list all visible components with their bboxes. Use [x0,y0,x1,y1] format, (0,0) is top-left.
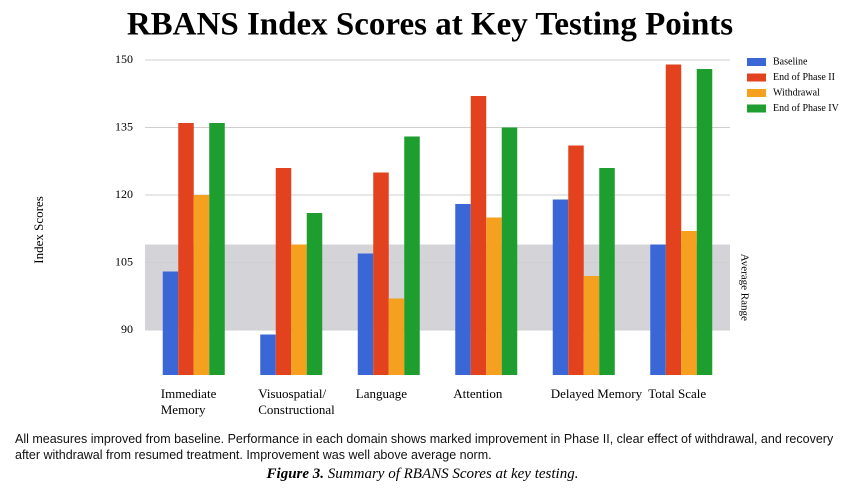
note: All measures improved from baseline. Per… [15,432,834,462]
legend-swatch [747,89,766,97]
bar [388,298,405,375]
bar [209,123,225,375]
figure-caption-text: Summary of RBANS Scores at key testing. [327,466,579,482]
legend-label: End of Phase IV [773,103,840,114]
legend-swatch [747,104,766,113]
average-range-label: Average Range [738,254,750,321]
average-range-band [145,244,730,330]
bar [681,231,697,375]
y-tick-label: 90 [121,322,133,336]
bar [501,127,518,375]
bar [178,123,194,375]
bar [568,145,584,375]
y-tick-label: 105 [115,254,133,268]
bar [357,253,374,375]
legend-label: Baseline [773,56,808,67]
x-tick-label: Total Scale [648,386,707,401]
legend-label: Withdrawal [773,87,820,98]
bar [486,217,502,375]
x-tick-label: Visuospatial/ Constructional [258,386,335,417]
bar [404,136,420,375]
chart-title: RBANS Index Scores at Key Testing Points [127,7,733,43]
bar [291,244,307,375]
x-tick-label: Delayed Memory [550,386,643,401]
bar [373,172,389,375]
bar [306,213,323,375]
bar [650,244,666,375]
bar [696,69,713,375]
legend-label: End of Phase II [773,72,835,83]
bar [665,64,682,375]
x-tick-label: Immediate Memory [160,386,217,417]
y-tick-label: 120 [115,187,133,201]
y-tick-label: 150 [115,52,133,66]
legend-swatch [747,58,766,66]
x-tick-label: Attention [453,386,503,401]
bar [260,334,276,375]
bar [162,271,179,375]
bar [552,199,569,375]
bar [599,168,615,375]
bar [455,204,471,375]
bar [583,276,600,375]
x-tick-label: Language [355,386,408,401]
chart: RBANS Index Scores at Key Testing Points… [31,7,840,375]
y-tick-label: 135 [115,119,133,133]
bar [275,168,292,375]
figure-caption: Figure 3. Summary of RBANS Scores at key… [0,466,845,483]
bar [470,96,487,375]
bar [193,195,210,375]
y-axis-label: Index Scores [31,196,46,264]
figure-label: Figure 3. [266,466,325,482]
legend-swatch [747,73,766,82]
